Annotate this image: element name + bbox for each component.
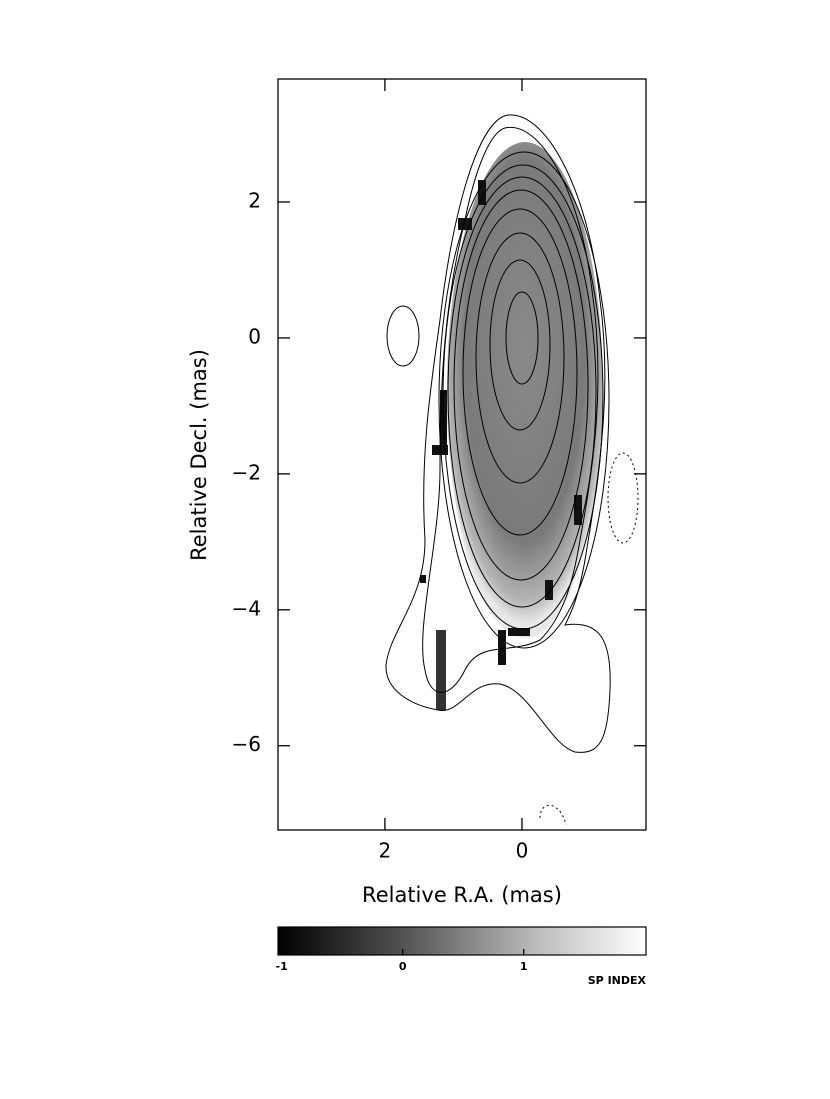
y-axis-title: Relative Decl. (mas): [187, 349, 211, 561]
plot-frame: [277, 78, 647, 831]
colorbar-title: SP INDEX: [588, 974, 647, 987]
colorbar-tick-label: 1: [520, 960, 528, 973]
x-axis-title: Relative R.A. (mas): [362, 883, 562, 907]
x-tick-label: 0: [516, 839, 529, 863]
y-tick-label: −4: [232, 596, 261, 620]
contours: [385, 114, 639, 826]
colorbar-tick-label: -1: [276, 960, 288, 973]
map: [385, 114, 639, 826]
y-tick-label: −6: [232, 732, 261, 756]
colorbar: [277, 926, 647, 956]
y-tick-label: −2: [232, 460, 261, 484]
y-tick-label: 0: [248, 324, 261, 348]
y-tick-label: 2: [248, 189, 261, 213]
spectral-index-map: [447, 142, 603, 638]
x-tick-label: 2: [379, 839, 392, 863]
colorbar-tick-label: 0: [399, 960, 407, 973]
